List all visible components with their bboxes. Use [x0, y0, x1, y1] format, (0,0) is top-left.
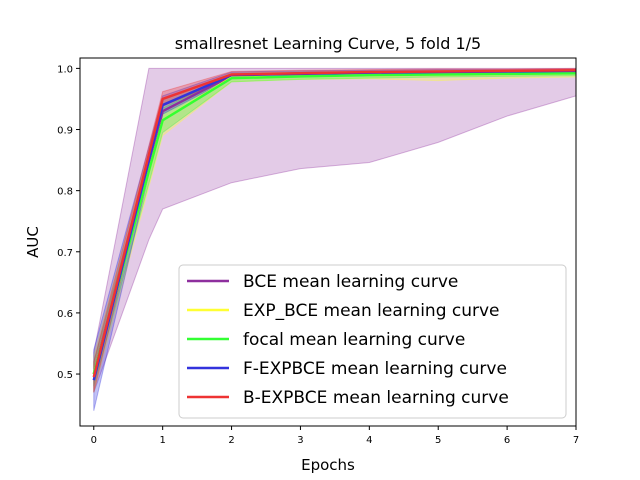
x-tick-label: 1: [159, 435, 165, 446]
y-axis-ticks: 0.5 0.6 0.7 0.8 0.9 1.0: [57, 64, 80, 381]
x-tick-label: 4: [366, 435, 372, 446]
legend-label-3: focal mean learning curve: [243, 330, 465, 350]
x-tick-label: 7: [573, 435, 579, 446]
axes-frame: [79, 57, 577, 427]
x-tick-label: 3: [297, 435, 303, 446]
line-series-5: [92, 68, 577, 378]
legend-label-4: F-EXPBCE mean learning curve: [243, 359, 507, 379]
x-axis-title: Epochs: [301, 456, 355, 474]
x-axis-ticks: 0 1 2 3 4 5 6 7: [91, 426, 579, 446]
legend-label-2: EXP_BCE mean learning curve: [243, 301, 500, 321]
y-tick-label: 1.0: [57, 64, 73, 75]
y-axis-title: AUC: [24, 226, 42, 258]
legend-label-1: BCE mean learning curve: [243, 272, 458, 292]
y-tick-label: 0.7: [57, 248, 73, 259]
x-tick-label: 6: [504, 435, 510, 446]
x-tick-label: 5: [435, 435, 441, 446]
y-tick-label: 0.6: [57, 309, 73, 320]
legend-label-5: B-EXPBCE mean learning curve: [243, 388, 509, 408]
line-series-3: [92, 72, 577, 375]
x-tick-label: 0: [91, 435, 97, 446]
legend: BCE mean learning curve EXP_BCE mean lear…: [178, 264, 567, 419]
y-tick-label: 0.5: [57, 370, 73, 381]
plot-area: [92, 67, 577, 411]
y-tick-label: 0.9: [57, 126, 73, 137]
x-tick-label: 2: [228, 435, 234, 446]
y-tick-label: 0.8: [57, 187, 73, 198]
legend-box: [178, 264, 567, 419]
chart-title: smallresnet Learning Curve, 5 fold 1/5: [175, 34, 481, 53]
